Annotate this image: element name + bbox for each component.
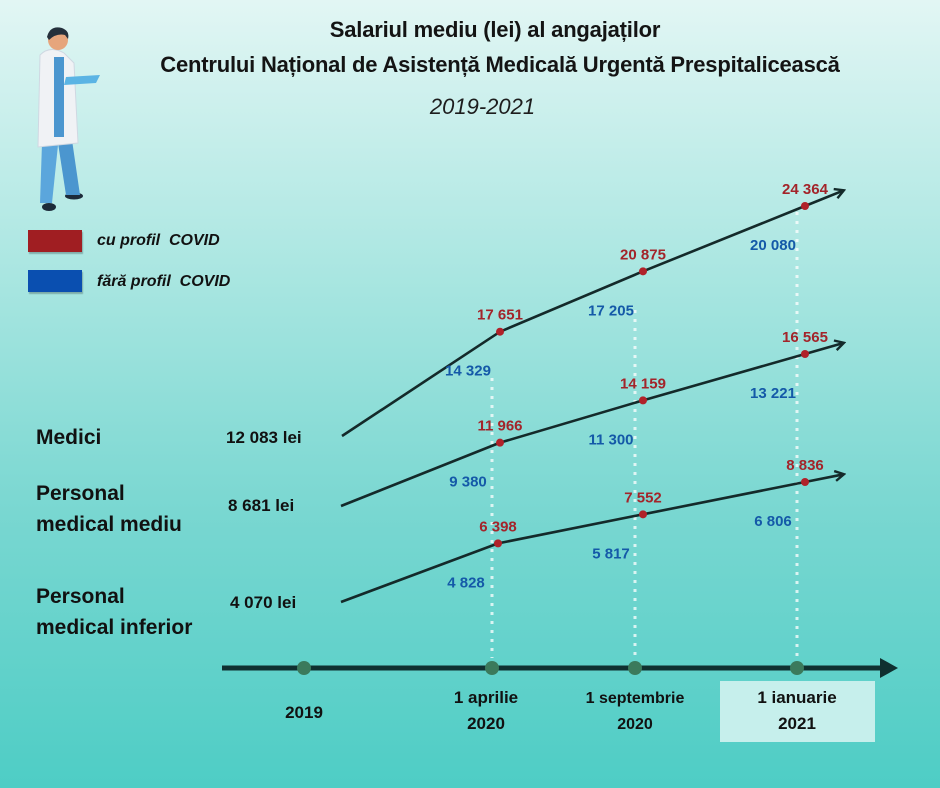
value-label-fara-profil-covid: 13 221 (750, 385, 796, 402)
value-label-cu-profil-covid: 6 398 (479, 518, 517, 535)
x-tick-label: 2020 (617, 716, 653, 733)
category-label-personal-inferior: Personal medical inferior (36, 581, 192, 643)
x-tick-label: 2019 (285, 703, 323, 722)
baseline-value-personal-inferior: 4 070 lei (230, 593, 297, 612)
data-point-cu-profil-covid (494, 539, 502, 548)
category-label-medici: Medici (36, 422, 101, 453)
value-label-fara-profil-covid: 11 300 (588, 431, 633, 448)
legend-label-fara-profil-covid: fără profil COVID (97, 273, 231, 290)
x-tick-label: 2020 (467, 714, 505, 733)
data-point-cu-profil-covid (639, 396, 647, 405)
value-label-cu-profil-covid: 8 836 (786, 457, 824, 474)
data-point-cu-profil-covid (496, 438, 504, 447)
chart-title-line-1: Salariul mediu (lei) al angajaților (329, 17, 661, 42)
value-label-fara-profil-covid: 9 380 (449, 474, 487, 491)
baseline-value-personal-mediu: 8 681 lei (228, 496, 295, 515)
value-label-cu-profil-covid: 17 651 (477, 307, 523, 324)
category-label-line: medical mediu (36, 513, 182, 536)
category-label-line: Medici (36, 426, 102, 449)
series-line-personal-medical-inferior (340, 474, 843, 604)
data-point-cu-profil-covid (801, 350, 809, 358)
value-label-cu-profil-covid: 7 552 (624, 489, 662, 506)
doctor-with-clipboard-icon (37, 27, 100, 211)
legend-swatch-cu-profil-covid (28, 230, 82, 252)
value-label-cu-profil-covid: 11 966 (477, 418, 522, 435)
value-label-fara-profil-covid: 6 806 (754, 513, 792, 530)
value-label-fara-profil-covid: 14 329 (445, 363, 491, 380)
x-tick-label: 1 septembrie (586, 690, 685, 707)
highlighted-date-box (720, 681, 875, 742)
value-label-cu-profil-covid: 24 364 (782, 181, 829, 198)
data-point-cu-profil-covid (801, 202, 809, 210)
value-label-cu-profil-covid: 20 875 (620, 246, 666, 263)
chart-title-line-2: Centrului Național de Asistență Medicală… (160, 52, 840, 77)
timeline-marker (297, 661, 311, 675)
value-label-fara-profil-covid: 17 205 (588, 302, 634, 319)
baseline-value-medici: 12 083 lei (226, 428, 302, 447)
chart-subtitle: 2019-2021 (429, 94, 536, 119)
value-label-cu-profil-covid: 16 565 (782, 329, 828, 346)
series-line-personal-medical-mediu (340, 343, 843, 508)
value-label-fara-profil-covid: 5 817 (592, 545, 630, 562)
timeline-marker (790, 661, 804, 675)
legend-label-cu-profil-covid: cu profil COVID (97, 232, 220, 249)
x-tick-label: 1 aprilie (454, 688, 518, 707)
value-label-cu-profil-covid: 14 159 (620, 375, 666, 392)
x-tick-label: 1 ianuarie (757, 688, 836, 707)
data-point-cu-profil-covid (639, 267, 647, 276)
data-point-cu-profil-covid (639, 510, 647, 519)
legend-swatch-fara-profil-covid (28, 270, 82, 292)
category-label-line: Personal (36, 585, 125, 608)
data-point-cu-profil-covid (801, 478, 809, 486)
value-label-fara-profil-covid: 4 828 (447, 574, 485, 591)
timeline-marker (485, 661, 499, 675)
category-label-line: Personal (36, 482, 125, 505)
data-point-cu-profil-covid (496, 327, 504, 336)
category-label-personal-mediu: Personal medical mediu (36, 478, 182, 540)
timeline-marker (628, 661, 642, 675)
x-tick-label: 2021 (778, 714, 816, 733)
category-label-line: medical inferior (36, 616, 193, 639)
value-label-fara-profil-covid: 20 080 (750, 237, 796, 254)
